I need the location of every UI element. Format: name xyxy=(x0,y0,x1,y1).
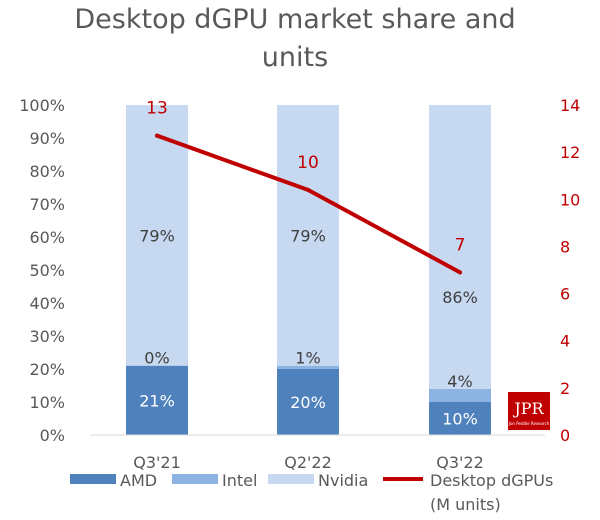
units-data-label: 10 xyxy=(297,153,319,173)
chart-title-line-1: Desktop dGPU market share and xyxy=(74,4,515,35)
jpr-logo-text: JPR xyxy=(512,399,544,418)
left-axis-ticks: 0% 10% 20% 30% 40% 50% 60% 70% 80% 90% 100% xyxy=(19,96,65,445)
legend-label-nvidia: Nvidia xyxy=(318,471,368,490)
x-tick-label: Q3'21 xyxy=(133,453,181,472)
bar-segment-intel xyxy=(277,365,339,369)
bar-segment-amd xyxy=(429,402,491,435)
right-tick-label: 4 xyxy=(560,332,570,351)
right-tick-label: 14 xyxy=(560,96,580,115)
bar-label-amd: 20% xyxy=(290,393,326,412)
legend-label-amd: AMD xyxy=(120,471,157,490)
bar-segment-nvidia xyxy=(429,105,491,389)
left-tick-label: 30% xyxy=(29,327,65,346)
bar-label-amd: 21% xyxy=(139,391,175,410)
left-tick-label: 50% xyxy=(29,261,65,280)
left-tick-label: 20% xyxy=(29,360,65,379)
bars xyxy=(126,105,491,435)
legend: AMD Intel Nvidia Desktop dGPUs (M units) xyxy=(70,471,553,514)
units-point xyxy=(458,270,462,275)
left-tick-label: 100% xyxy=(19,96,65,115)
jpr-logo-subtext: Jon Peddie Research xyxy=(508,421,550,426)
legend-swatch-intel xyxy=(172,474,218,484)
left-tick-label: 90% xyxy=(29,129,65,148)
bar-segment-nvidia xyxy=(126,105,188,366)
left-tick-label: 80% xyxy=(29,162,65,181)
bar-label-nvidia: 79% xyxy=(139,226,175,245)
bar-segment-intel xyxy=(429,388,491,402)
right-tick-label: 0 xyxy=(560,426,570,445)
jpr-logo-bg xyxy=(508,392,550,430)
right-tick-label: 12 xyxy=(560,143,580,162)
legend-label-units-line-1: Desktop dGPUs xyxy=(430,471,553,490)
bar-label-intel: 4% xyxy=(447,372,472,391)
units-data-label: 7 xyxy=(455,235,466,255)
bar-label-intel: 0% xyxy=(144,349,169,368)
left-tick-label: 0% xyxy=(40,426,65,445)
legend-label-intel: Intel xyxy=(222,471,257,490)
bar-label-nvidia: 79% xyxy=(290,226,326,245)
bar-label-nvidia: 86% xyxy=(442,288,478,307)
bar-segment-nvidia xyxy=(277,105,339,366)
x-tick-label: Q2'22 xyxy=(284,453,332,472)
left-tick-label: 10% xyxy=(29,393,65,412)
bar-label-intel: 1% xyxy=(295,349,320,368)
units-data-label: 13 xyxy=(146,99,168,119)
bar-segment-amd xyxy=(126,365,188,435)
legend-swatch-amd xyxy=(70,474,116,484)
units-point xyxy=(306,187,310,192)
left-tick-label: 70% xyxy=(29,195,65,214)
right-tick-label: 2 xyxy=(560,379,570,398)
x-tick-label: Q3'22 xyxy=(436,453,484,472)
left-tick-label: 60% xyxy=(29,228,65,247)
segment-labels: 21% 0% 79% 20% 1% 79% 10% 4% 86% xyxy=(139,226,478,428)
bar-segment-amd xyxy=(277,369,339,435)
left-tick-label: 40% xyxy=(29,294,65,313)
jpr-logo: JPR Jon Peddie Research xyxy=(508,392,550,430)
right-tick-label: 6 xyxy=(560,285,570,304)
legend-label-units-line-2: (M units) xyxy=(430,495,501,514)
chart-title-line-2: units xyxy=(262,42,328,73)
right-axis-ticks: 0 2 4 6 8 10 12 14 xyxy=(560,96,580,445)
x-axis-ticks: Q3'21 Q2'22 Q3'22 xyxy=(133,453,484,472)
bar-label-amd: 10% xyxy=(442,410,478,429)
right-tick-label: 10 xyxy=(560,190,580,209)
units-point xyxy=(155,133,159,138)
legend-swatch-nvidia xyxy=(268,474,314,484)
right-tick-label: 8 xyxy=(560,237,570,256)
units-line-layer: 13 10 7 xyxy=(146,99,465,275)
